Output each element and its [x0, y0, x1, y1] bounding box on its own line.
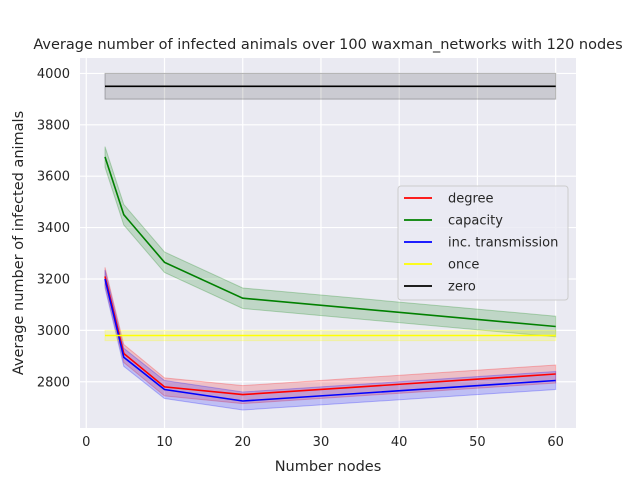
y-tick-label: 3600	[37, 170, 70, 185]
x-tick-label: 0	[82, 435, 90, 450]
capacity-band	[104, 146, 557, 338]
y-tick-label: 2800	[37, 375, 70, 390]
capacity-line	[104, 156, 556, 328]
x-tick-label: 50	[469, 435, 486, 450]
y-tick-labels: 2800 3000 3200 3400 3600 3800 4000	[37, 67, 70, 390]
inc-transmission-line	[104, 278, 556, 402]
legend-label-capacity: capacity	[448, 214, 503, 229]
legend-label-zero: zero	[448, 280, 476, 295]
chart-title: Average number of infected animals over …	[33, 37, 622, 53]
x-tick-label: 60	[547, 435, 564, 450]
y-tick-label: 3400	[37, 221, 70, 236]
x-axis-label: Number nodes	[275, 459, 382, 475]
degree-band	[104, 267, 557, 405]
legend-label-inc-transmission: inc. transmission	[448, 236, 558, 251]
series-lines	[104, 85, 556, 402]
inc-transmission-band	[104, 269, 557, 411]
legend-label-once: once	[448, 258, 479, 273]
y-tick-label: 4000	[37, 67, 70, 82]
legend: degree capacity inc. transmission once zero	[397, 185, 569, 301]
y-tick-label: 3800	[37, 118, 70, 133]
y-tick-label: 3000	[37, 324, 70, 339]
x-tick-label: 30	[313, 435, 330, 450]
legend-box	[397, 185, 569, 301]
x-tick-labels: 0 10 20 30 40 50 60	[82, 435, 564, 450]
x-tick-label: 10	[156, 435, 173, 450]
y-tick-label: 3200	[37, 272, 70, 287]
x-tick-label: 20	[234, 435, 251, 450]
legend-label-degree: degree	[448, 192, 494, 207]
y-axis-label: Average number of infected animals	[11, 111, 27, 375]
x-tick-label: 40	[391, 435, 408, 450]
